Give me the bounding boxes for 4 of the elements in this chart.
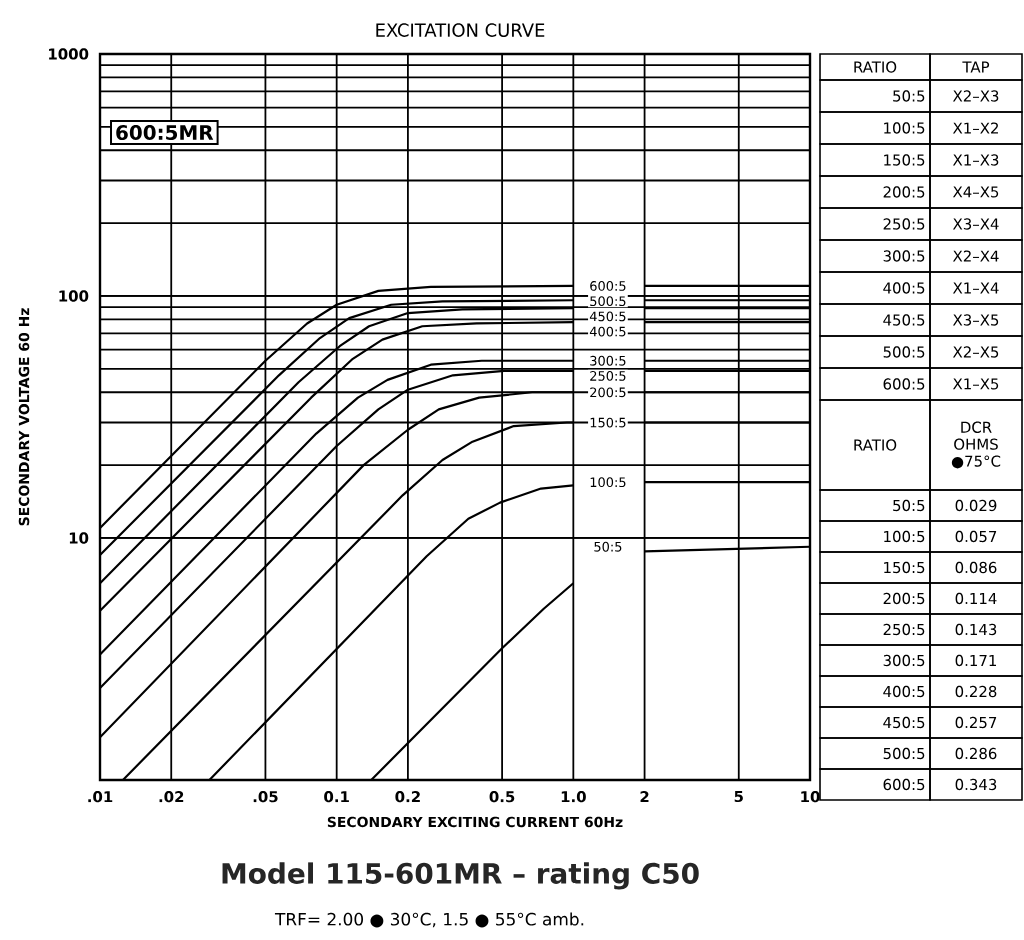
- text: TRF= 2.00 ● 30°C, 1.5 ● 55°C amb.: [274, 912, 584, 928]
- chart-title: EXCITATION CURVE: [376, 23, 545, 37]
- text: Model 115-601MR – rating C50: [222, 862, 699, 890]
- annotation: 600:5MR: [116, 124, 214, 141]
